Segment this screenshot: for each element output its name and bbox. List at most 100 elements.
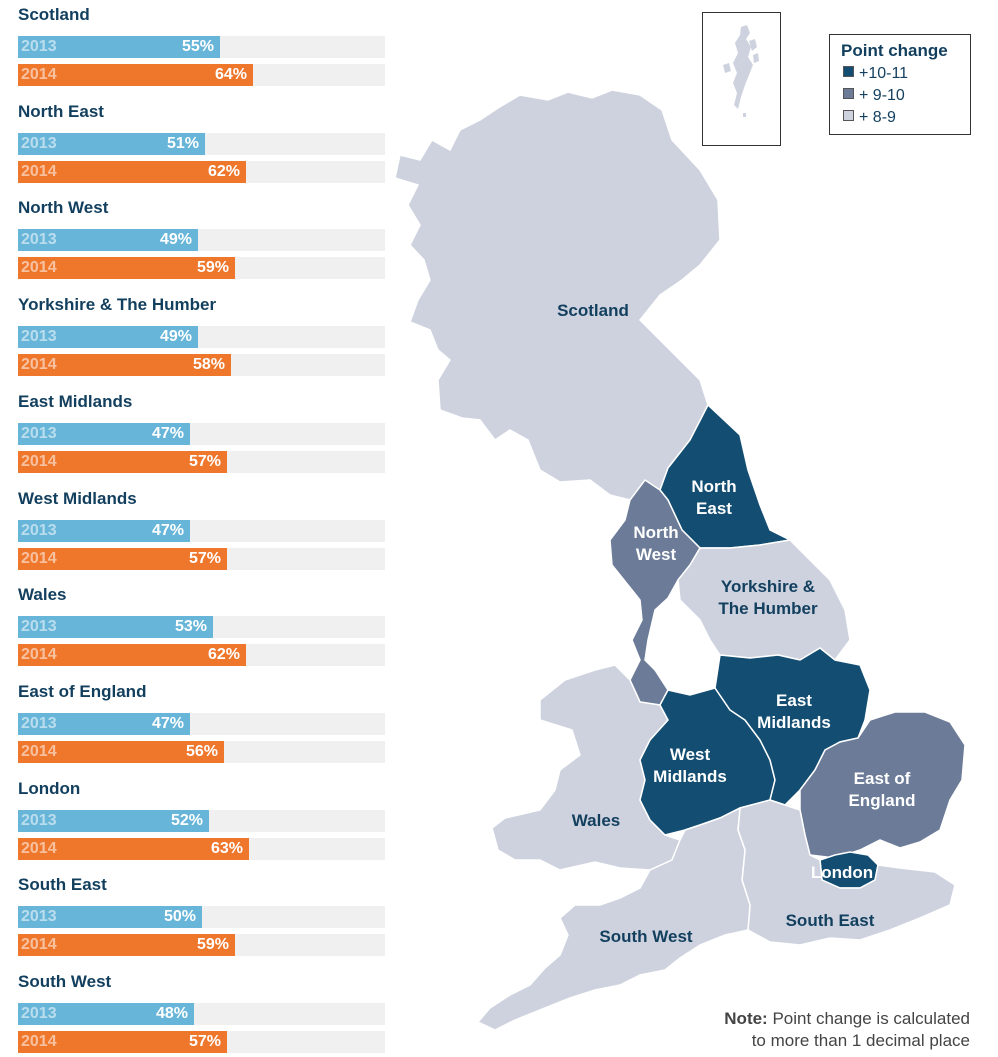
bar-value-label: 62% <box>207 646 240 663</box>
bar-track-2013: 47% 2013 <box>18 520 385 542</box>
bar-year-label: 2013 <box>21 38 57 55</box>
bar-year-label: 2014 <box>21 356 57 373</box>
bar-2013: 47% <box>18 520 190 542</box>
bar-track-2014: 57% 2014 <box>18 451 385 473</box>
bar-group-title: West Midlands <box>18 489 137 508</box>
legend-swatch-dark <box>843 66 854 77</box>
bar-year-label: 2014 <box>21 936 57 953</box>
map-label-west-midlands: West Midlands <box>653 745 727 786</box>
bar-value-label: 47% <box>151 715 184 732</box>
note-label: Note: <box>724 1009 768 1028</box>
bar-track-2014: 59% 2014 <box>18 934 385 956</box>
legend-label: +10-11 <box>859 65 909 82</box>
bar-2014: 57% <box>18 1031 227 1053</box>
bar-2014: 57% <box>18 451 227 473</box>
bar-track-2013: 52% 2013 <box>18 810 385 832</box>
bar-value-label: 55% <box>181 38 214 55</box>
legend-item-10-11: +10-11 <box>843 65 908 83</box>
map-label-scotland: Scotland <box>557 301 629 320</box>
bar-2013: 49% <box>18 326 198 348</box>
bar-value-label: 51% <box>166 135 199 152</box>
bar-group-north-west: North West 49% 2013 59% 2014 <box>0 193 390 283</box>
bar-year-label: 2014 <box>21 453 57 470</box>
bar-group-title: East Midlands <box>18 392 133 411</box>
map-region-south-west <box>476 806 751 1031</box>
bar-year-label: 2014 <box>21 646 57 663</box>
bar-year-label: 2014 <box>21 840 57 857</box>
bar-year-label: 2013 <box>21 1005 57 1022</box>
regional-bar-chart: Scotland 55% 2013 64% 2014 North East 51% 2013 6… <box>0 0 390 1057</box>
bar-group-title: Yorkshire & The Humber <box>18 295 217 314</box>
bar-value-label: 59% <box>196 259 229 276</box>
bar-year-label: 2014 <box>21 550 57 567</box>
map-label-south-west: South West <box>599 927 693 946</box>
bar-value-label: 57% <box>188 453 221 470</box>
bar-value-label: 56% <box>185 743 218 760</box>
bar-value-label: 57% <box>188 550 221 567</box>
bar-value-label: 52% <box>170 812 203 829</box>
bar-value-label: 49% <box>159 328 192 345</box>
bar-group-title: East of England <box>18 682 147 701</box>
map-label-east-of-england: East of England <box>848 769 915 810</box>
bar-track-2014: 62% 2014 <box>18 644 385 666</box>
bar-group-north-east: North East 51% 2013 62% 2014 <box>0 97 390 187</box>
bar-track-2014: 63% 2014 <box>18 838 385 860</box>
bar-value-label: 47% <box>151 425 184 442</box>
bar-value-label: 63% <box>210 840 243 857</box>
bar-group-east-of-england: East of England 47% 2013 56% 2014 <box>0 677 390 767</box>
bar-group-scotland: Scotland 55% 2013 64% 2014 <box>0 0 390 90</box>
bar-value-label: 47% <box>151 522 184 539</box>
map-region-scotland <box>394 89 721 501</box>
shetland-islands-shape <box>723 25 759 117</box>
bar-track-2014: 58% 2014 <box>18 354 385 376</box>
bar-group-wales: Wales 53% 2013 62% 2014 <box>0 580 390 670</box>
bar-value-label: 53% <box>174 618 207 635</box>
bar-2014: 57% <box>18 548 227 570</box>
bar-2014: 63% <box>18 838 249 860</box>
bar-year-label: 2013 <box>21 135 57 152</box>
map-label-east-midlands: East Midlands <box>757 691 831 732</box>
bar-year-label: 2013 <box>21 522 57 539</box>
bar-value-label: 62% <box>207 163 240 180</box>
bar-track-2013: 55% 2013 <box>18 36 385 58</box>
bar-year-label: 2013 <box>21 715 57 732</box>
bar-group-south-west: South West 48% 2013 57% 2014 <box>0 967 390 1057</box>
bar-2013: 48% <box>18 1003 194 1025</box>
bar-track-2014: 57% 2014 <box>18 1031 385 1053</box>
bar-year-label: 2014 <box>21 743 57 760</box>
map-labels: Scotland North East North West Yorkshire & The… <box>557 301 915 946</box>
bar-track-2014: 57% 2014 <box>18 548 385 570</box>
map-label-north-west: North West <box>633 523 678 564</box>
legend-label: + 9-10 <box>859 87 905 104</box>
bar-2013: 50% <box>18 906 202 928</box>
bar-year-label: 2013 <box>21 812 57 829</box>
bar-year-label: 2013 <box>21 425 57 442</box>
bar-track-2013: 47% 2013 <box>18 423 385 445</box>
legend-title: Point change <box>841 41 948 60</box>
note-line-2: to more than 1 decimal place <box>751 1031 970 1050</box>
bar-value-label: 58% <box>192 356 225 373</box>
bar-group-title: North West <box>18 198 109 217</box>
bar-2014: 59% <box>18 934 235 956</box>
bar-2013: 47% <box>18 423 190 445</box>
bar-year-label: 2014 <box>21 259 57 276</box>
legend-swatch-light <box>843 110 854 121</box>
map-legend: Point change +10-11 + 9-10 + 8-9 <box>829 34 971 135</box>
bar-group-london: London 52% 2013 63% 2014 <box>0 774 390 864</box>
map-label-south-east: South East <box>786 911 875 930</box>
legend-item-9-10: + 9-10 <box>843 87 905 105</box>
bar-value-label: 49% <box>159 231 192 248</box>
bar-2014: 56% <box>18 741 224 763</box>
bar-2013: 53% <box>18 616 213 638</box>
map-region-east-of-england <box>799 711 966 859</box>
bar-value-label: 50% <box>163 908 196 925</box>
bar-track-2013: 47% 2013 <box>18 713 385 735</box>
bar-value-label: 59% <box>196 936 229 953</box>
uk-regions-map: Scotland North East North West Yorkshire & The… <box>394 89 966 1031</box>
shetland-inset <box>702 12 781 146</box>
bar-track-2014: 62% 2014 <box>18 161 385 183</box>
bar-year-label: 2014 <box>21 163 57 180</box>
bar-track-2014: 59% 2014 <box>18 257 385 279</box>
bar-value-label: 64% <box>214 66 247 83</box>
bar-group-yorkshire-the-humber: Yorkshire & The Humber 49% 2013 58% 2014 <box>0 290 390 380</box>
